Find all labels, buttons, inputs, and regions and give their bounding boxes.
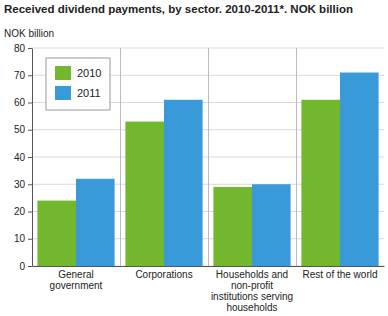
y-tick-label: 80	[14, 43, 26, 54]
y-tick: 30	[14, 179, 32, 190]
bar	[76, 179, 115, 266]
x-tick: Generalgovernment	[50, 266, 103, 291]
separator	[120, 48, 121, 266]
y-tick: 0	[19, 261, 32, 272]
bar	[252, 184, 291, 266]
y-tick-mark	[28, 130, 32, 131]
x-axis: Generalgovernment Corporations Households …	[33, 266, 385, 313]
y-tick-mark	[28, 239, 32, 240]
legend-label: 2010	[77, 67, 101, 79]
bar	[213, 187, 252, 266]
y-tick-mark	[28, 157, 32, 158]
x-tick-label: Generalgovernment	[50, 269, 103, 291]
y-axis-line	[32, 49, 33, 267]
y-tick: 70	[14, 70, 32, 81]
y-tick-label: 20	[14, 206, 26, 217]
x-tick-label: Households andnon-profitinstitutions ser…	[211, 269, 293, 313]
x-tick-label: Rest of the world	[302, 269, 377, 280]
y-tick-label: 70	[14, 70, 26, 81]
legend-swatch	[55, 86, 71, 100]
y-tick-mark	[28, 184, 32, 185]
y-tick-label: 60	[14, 97, 26, 108]
y-tick: 50	[14, 124, 32, 135]
grid	[32, 48, 384, 266]
y-tick: 40	[14, 152, 32, 163]
y-tick: 20	[14, 206, 32, 217]
bar	[37, 201, 76, 266]
y-tick: 60	[14, 97, 32, 108]
y-tick-mark	[28, 48, 32, 49]
y-tick-label: 50	[14, 124, 26, 135]
y-axis-title: NOK billion	[4, 28, 54, 39]
legend-label: 2011	[77, 87, 101, 99]
y-tick-label: 0	[19, 261, 25, 272]
x-axis-line	[33, 266, 385, 267]
y-tick: 80	[14, 43, 32, 54]
bar	[164, 100, 203, 266]
y-tick-mark	[28, 212, 32, 213]
legend: 2010 2011	[46, 58, 110, 110]
x-tick: Households andnon-profitinstitutions ser…	[211, 266, 293, 313]
bar	[301, 100, 340, 266]
y-tick-label: 40	[14, 152, 26, 163]
separator	[208, 48, 209, 266]
title: Received dividend payments, by sector. 2…	[4, 3, 353, 15]
y-tick-mark	[28, 266, 32, 267]
x-tick: Rest of the world	[302, 266, 377, 280]
y-tick: 10	[14, 233, 32, 244]
separator	[296, 48, 297, 266]
y-axis: 0 10 20 30 40 50 60 70 80	[14, 43, 33, 272]
y-tick-mark	[28, 103, 32, 104]
bar	[125, 122, 164, 266]
separators	[121, 48, 297, 266]
x-tick-label: Corporations	[135, 269, 192, 280]
chart: Received dividend payments, by sector. 2…	[0, 0, 388, 316]
bar	[340, 73, 379, 266]
y-tick-label: 30	[14, 179, 26, 190]
y-tick-label: 10	[14, 233, 26, 244]
x-tick: Corporations	[135, 266, 192, 280]
y-tick-mark	[28, 75, 32, 76]
legend-swatch	[55, 66, 71, 80]
legend-box	[46, 58, 110, 110]
